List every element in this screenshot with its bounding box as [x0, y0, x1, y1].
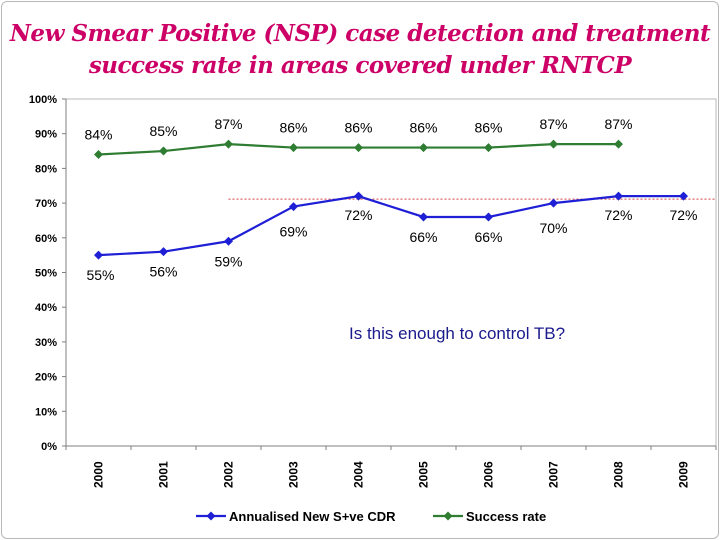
data-label: 87% [214, 116, 242, 132]
data-point [224, 139, 233, 149]
data-label: 72% [604, 207, 632, 223]
data-label: 84% [84, 127, 112, 143]
data-point [354, 191, 363, 201]
data-label: 85% [149, 123, 177, 139]
series-line-cdr [98, 195, 684, 257]
data-label: 87% [539, 116, 567, 132]
data-label: 69% [279, 224, 307, 240]
data-point [419, 143, 428, 153]
data-point [419, 212, 428, 222]
data-label: 56% [149, 264, 177, 280]
legend-cdr-marker [206, 511, 216, 521]
y-tick-label: 70% [35, 198, 57, 210]
x-tick-label: 2004 [352, 461, 366, 488]
data-point [94, 150, 103, 160]
data-label: 86% [279, 120, 307, 136]
data-point [354, 143, 363, 153]
data-label: 55% [86, 267, 114, 283]
y-tick-label: 20% [35, 372, 57, 384]
y-tick-label: 0% [41, 441, 57, 453]
data-point [614, 191, 623, 201]
data-label: 87% [604, 116, 632, 132]
x-tick-label: 2002 [222, 461, 236, 488]
data-point [484, 143, 493, 153]
x-tick-label: 2006 [482, 461, 496, 488]
x-tick-label: 2008 [612, 461, 626, 488]
x-tick-label: 2009 [677, 461, 691, 488]
data-label: 72% [669, 207, 697, 223]
data-label: 70% [539, 220, 567, 236]
data-point [289, 143, 298, 153]
data-label: 72% [344, 207, 372, 223]
data-label: 66% [474, 229, 502, 245]
x-tick-label: 2003 [287, 461, 301, 488]
legend-success-label: Success rate [466, 509, 546, 524]
x-tick-label: 2005 [417, 461, 431, 488]
y-tick-label: 40% [35, 302, 57, 314]
y-tick-label: 10% [35, 406, 57, 418]
chart-title: New Smear Positive (NSP) case detection … [0, 18, 720, 82]
y-tick-label: 90% [35, 129, 57, 141]
data-point [549, 198, 558, 208]
data-point [549, 139, 558, 149]
data-point [289, 202, 298, 212]
data-label: 66% [409, 229, 437, 245]
x-tick-label: 2000 [92, 461, 106, 488]
x-tick-label: 2007 [547, 461, 561, 488]
legend-success-marker [443, 511, 453, 521]
title-line-1: New Smear Positive (NSP) case detection … [9, 20, 711, 47]
title-line-2: success rate in areas covered under RNTC… [88, 52, 632, 79]
data-point [614, 139, 623, 149]
data-point [679, 191, 688, 201]
y-tick-label: 60% [35, 233, 57, 245]
y-tick-label: 30% [35, 337, 57, 349]
data-point [224, 236, 233, 246]
annotation-text: Is this enough to control TB? [349, 324, 565, 343]
data-label: 59% [214, 253, 242, 269]
data-point [159, 146, 168, 156]
data-label: 86% [474, 120, 502, 136]
y-tick-label: 80% [35, 163, 57, 175]
x-tick-label: 2001 [157, 461, 171, 488]
data-point [484, 212, 493, 222]
y-tick-label: 100% [29, 94, 57, 106]
y-tick-label: 50% [35, 268, 57, 280]
legend-cdr-label: Annualised New S+ve CDR [229, 509, 396, 524]
data-point [159, 247, 168, 257]
data-label: 86% [409, 120, 437, 136]
data-point [94, 250, 103, 260]
data-label: 86% [344, 120, 372, 136]
